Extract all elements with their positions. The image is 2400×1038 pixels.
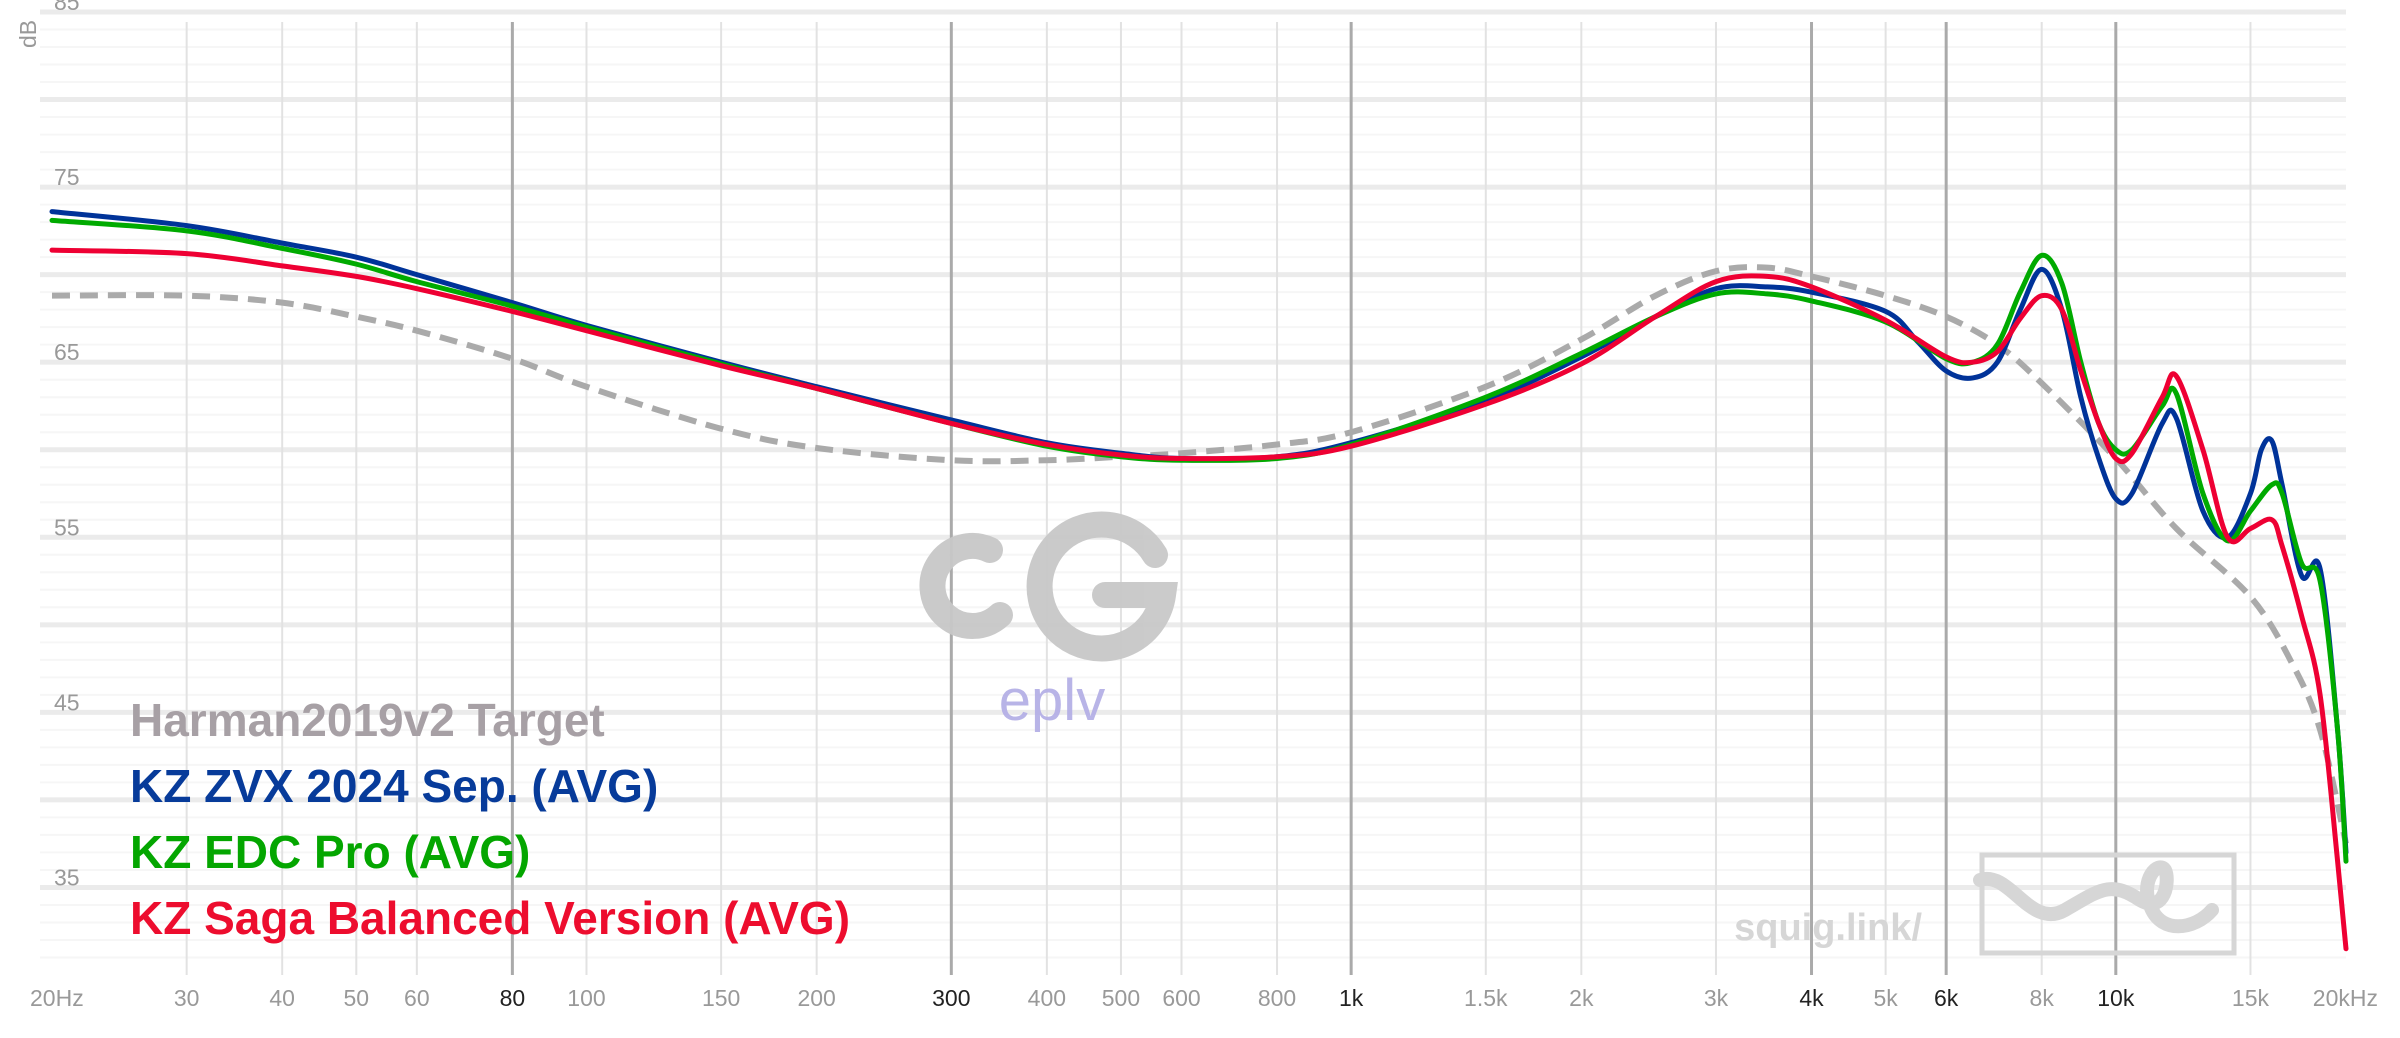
horizontal-grid: [40, 9, 2346, 959]
x-tick-label: 10k: [2097, 985, 2135, 1011]
y-tick-label: 65: [54, 339, 80, 365]
x-tick-label: 20Hz: [30, 985, 84, 1011]
series-layer: [49, 209, 2349, 952]
x-tick-label: 1.5k: [1464, 985, 1508, 1011]
y-tick-label: 45: [54, 689, 80, 715]
x-tick-label: 60: [404, 985, 430, 1011]
x-tick-label: 800: [1258, 985, 1296, 1011]
eplv-logo-watermark: eplv: [919, 511, 1178, 733]
x-tick-label: 40: [269, 985, 295, 1011]
x-tick-label: 6k: [1934, 985, 1959, 1011]
logo-left-arc-icon: [919, 533, 1013, 639]
x-tick-label: 2k: [1569, 985, 1594, 1011]
legend: Harman2019v2 Target KZ ZVX 2024 Sep. (AVG…: [130, 694, 850, 944]
x-tick-label: 15k: [2232, 985, 2270, 1011]
series-line-kz-zvx-2024-sep-avg: [49, 209, 2349, 855]
squig-link-watermark: squig.link/: [1734, 852, 2237, 956]
squig-logo-wave-icon: [1973, 860, 2219, 934]
y-tick-label: 35: [54, 864, 80, 890]
x-tick-label: 5k: [1873, 985, 1898, 1011]
x-tick-label: 300: [932, 985, 970, 1011]
x-tick-label: 4k: [1799, 985, 1824, 1011]
legend-item: KZ ZVX 2024 Sep. (AVG): [130, 760, 658, 812]
y-axis-unit-label: dB: [15, 20, 41, 48]
squig-link-text: squig.link/: [1734, 907, 1922, 949]
x-tick-label: 8k: [2030, 985, 2055, 1011]
eplv-watermark-text: eplv: [999, 668, 1105, 733]
x-tick-label: 100: [567, 985, 605, 1011]
y-axis-labels: 85 75 65 55 45 35: [54, 0, 80, 890]
vertical-grid: [185, 22, 2252, 975]
squig-logo-frame-icon: [1979, 852, 2237, 956]
x-tick-label: 50: [343, 985, 369, 1011]
x-tick-label: 500: [1102, 985, 1140, 1011]
y-tick-label: 75: [54, 164, 80, 190]
y-tick-label: 85: [54, 0, 80, 15]
logo-g-arc-icon: [1026, 511, 1178, 662]
x-tick-label: 20kHz: [2313, 985, 2378, 1011]
x-axis-labels: 20Hz 30 40 50 60 80 100 150 200 300 400 500 600 800 1k…: [30, 985, 2378, 1011]
x-tick-label: 150: [702, 985, 740, 1011]
x-tick-label: 30: [174, 985, 200, 1011]
x-tick-label: 400: [1028, 985, 1066, 1011]
y-tick-label: 55: [54, 514, 80, 540]
x-tick-label: 80: [500, 985, 526, 1011]
x-tick-label: 3k: [1704, 985, 1729, 1011]
legend-item: Harman2019v2 Target: [130, 694, 605, 746]
legend-item: KZ Saga Balanced Version (AVG): [130, 892, 850, 944]
x-tick-label: 200: [797, 985, 835, 1011]
x-tick-label: 600: [1162, 985, 1200, 1011]
legend-item: KZ EDC Pro (AVG): [130, 826, 530, 878]
x-tick-label: 1k: [1339, 985, 1364, 1011]
series-line-kz-saga-balanced-version-avg: [49, 247, 2349, 952]
